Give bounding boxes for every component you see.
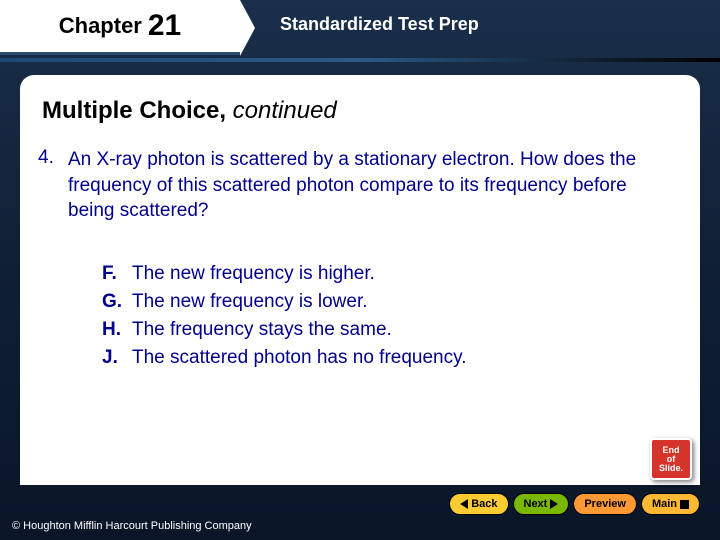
question-text: An X-ray photon is scattered by a statio… [68,147,668,224]
chapter-number: 21 [148,9,181,43]
square-icon [680,500,689,509]
main-button[interactable]: Main [641,493,700,515]
option-row: J.The scattered photon has no frequency. [102,347,466,369]
main-label: Main [652,498,677,510]
arrow-right-icon [550,499,558,509]
chapter-label: Chapter [59,13,142,39]
end-of-slide-badge: End of Slide. [650,438,692,480]
heading-italic: continued [226,97,337,124]
option-letter: J. [102,347,132,369]
next-button[interactable]: Next [513,493,570,515]
divider-bar [0,58,720,62]
chapter-tab: Chapter 21 [0,0,240,55]
option-letter: F. [102,263,132,285]
header: Chapter 21 Standardized Test Prep [0,0,720,60]
options-list: F.The new frequency is higher. G.The new… [102,263,466,375]
option-text: The new frequency is higher. [132,263,375,285]
option-row: F.The new frequency is higher. [102,263,466,285]
next-label: Next [524,498,548,510]
question-number: 4. [38,147,54,169]
eos-line: Slide. [659,464,683,473]
option-letter: H. [102,319,132,341]
content-panel: Multiple Choice, continued 4. An X-ray p… [20,75,700,485]
option-text: The scattered photon has no frequency. [132,347,466,369]
arrow-left-icon [460,499,468,509]
heading-main: Multiple Choice, [42,97,226,124]
copyright: © Houghton Mifflin Harcourt Publishing C… [12,520,252,532]
option-row: H.The frequency stays the same. [102,319,466,341]
back-label: Back [471,498,497,510]
page-heading: Multiple Choice, continued [42,97,678,125]
option-text: The new frequency is lower. [132,291,368,313]
section-title: Standardized Test Prep [280,14,479,35]
preview-button[interactable]: Preview [573,493,637,515]
nav-bar: Back Next Preview Main [449,493,700,515]
back-button[interactable]: Back [449,493,508,515]
option-row: G.The new frequency is lower. [102,291,466,313]
preview-label: Preview [584,498,626,510]
option-letter: G. [102,291,132,313]
option-text: The frequency stays the same. [132,319,392,341]
